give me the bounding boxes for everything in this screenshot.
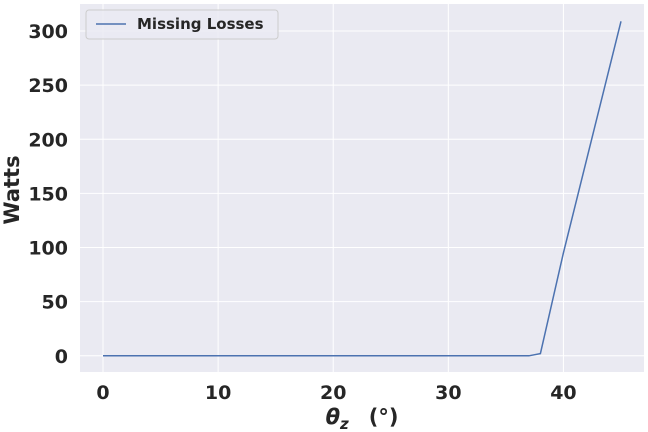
plot-background [80, 4, 644, 372]
series-line [103, 21, 622, 357]
x-axis-label-subscript: z [339, 415, 349, 432]
y-tick-label: 0 [55, 346, 68, 368]
x-axis-label-unit: (°) [369, 405, 399, 429]
x-tick-label: 10 [205, 382, 231, 404]
legend-box [85, 9, 279, 40]
x-tick-label: 40 [550, 382, 576, 404]
y-tick-label: 200 [28, 129, 68, 151]
y-tick-label: 150 [28, 183, 68, 205]
series-layer [103, 21, 622, 357]
y-tick-label: 50 [42, 292, 68, 314]
legend-label: Missing Losses [137, 15, 264, 33]
y-tick-label: 300 [28, 21, 68, 43]
x-axis-label: θz (°) [326, 405, 399, 432]
y-tick-label: 100 [28, 238, 68, 260]
y-tick-label: 250 [28, 75, 68, 97]
x-tick-label: 20 [320, 382, 346, 404]
x-axis-label-symbol: θ [326, 405, 340, 429]
y-tick-labels: 0 50 100 150 200 250 300 [28, 21, 68, 368]
legend: Missing Losses [85, 9, 279, 40]
x-tick-labels: 0 10 20 30 40 [96, 382, 576, 404]
y-axis-label: Watts [0, 155, 24, 224]
x-tick-label: 30 [435, 382, 461, 404]
x-tick-label: 0 [96, 382, 109, 404]
